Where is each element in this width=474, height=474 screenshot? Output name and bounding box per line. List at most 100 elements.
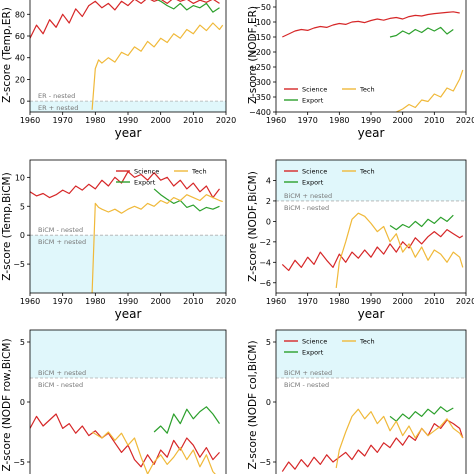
x-axis-label: year: [115, 126, 142, 140]
series-line-science: [30, 413, 220, 468]
x-tick-label: 1960: [20, 297, 40, 306]
y-tick-label: 40: [15, 54, 25, 63]
y-tick-label: 80: [15, 10, 25, 19]
nested-annotation: BiCM + nested: [38, 238, 86, 246]
legend: Science Tech Export: [284, 86, 375, 105]
y-tick-label: 5: [20, 202, 25, 211]
series-line-export: [153, 188, 220, 212]
x-tick-label: 1990: [118, 116, 138, 125]
x-tick-label: 1990: [361, 297, 381, 306]
x-tick-label: 1980: [329, 116, 349, 125]
series-line-tech: [91, 22, 224, 110]
plot-area: [282, 11, 464, 112]
x-tick-label: 1970: [52, 116, 72, 125]
panel-p4: BiCM + nested BiCM - nested −5 0 5 Z-score (N…: [1, 329, 227, 474]
legend: Science Tech Export: [284, 338, 375, 357]
y-axis-label: Z-score (Temp,ER): [1, 7, 13, 103]
x-tick-label: 1990: [118, 297, 138, 306]
series-line-science: [281, 419, 464, 472]
legend: Science Tech Export: [116, 168, 207, 187]
y-tick-label: −300: [249, 78, 271, 87]
nested-region: [276, 330, 466, 378]
panel-p0: ER - nested ER + nested 0 20 40 60 80 1960 1970 1…: [1, 0, 236, 140]
y-tick-label: −150: [249, 33, 271, 42]
y-tick-label: 5: [266, 338, 271, 347]
legend-label-export: Export: [302, 97, 324, 105]
series-line-export: [389, 214, 454, 231]
nested-annotation: BiCM - nested: [38, 381, 83, 389]
y-tick-label: −200: [249, 48, 271, 57]
axes-frame: [275, 329, 467, 474]
nested-region: [276, 160, 466, 201]
legend-label-tech: Tech: [359, 86, 375, 94]
y-axis-label: Z-score (NODF,ER): [247, 6, 259, 104]
y-tick-label: 0: [20, 231, 25, 240]
nested-annotation: ER - nested: [38, 92, 75, 100]
plot-area: [276, 330, 466, 472]
y-tick-label: −5: [13, 458, 25, 467]
series-line-science: [282, 11, 460, 38]
x-tick-label: 1980: [329, 297, 349, 306]
plot-area: [30, 330, 226, 474]
series-line-tech: [335, 212, 464, 288]
y-tick-label: −50: [254, 3, 271, 12]
y-tick-label: 2: [266, 197, 271, 206]
series-line-export: [156, 0, 220, 13]
x-tick-label: 2000: [150, 297, 170, 306]
panel-p3: BiCM + nested BiCM - nested −6 −4 −2 0 2 4 1960 1…: [247, 159, 474, 321]
series-line-science: [30, 171, 220, 199]
nested-annotation: BiCM + nested: [38, 369, 86, 377]
y-tick-label: −6: [259, 279, 271, 288]
nested-annotation: ER + nested: [38, 104, 78, 112]
y-tick-label: −400: [249, 108, 271, 117]
y-tick-label: −4: [259, 258, 271, 267]
y-tick-label: 10: [15, 173, 25, 182]
x-tick-label: 2010: [424, 297, 444, 306]
y-tick-label: −5: [13, 260, 25, 269]
y-tick-label: 0: [20, 398, 25, 407]
y-axis-label: Z-score (NODF row,BiCM): [1, 338, 13, 471]
x-tick-label: 2000: [392, 297, 412, 306]
legend-label-tech: Tech: [191, 168, 207, 176]
x-tick-label: 1960: [266, 116, 286, 125]
y-tick-label: 0: [266, 398, 271, 407]
legend-label-tech: Tech: [359, 168, 375, 176]
plot-area: [30, 0, 226, 112]
panel-p2: BiCM - nested BiCM + nested −5 0 5 10 1960 1970…: [1, 159, 236, 321]
series-line-export: [153, 406, 220, 434]
y-tick-label: 20: [15, 75, 25, 84]
nested-annotation: BiCM - nested: [284, 381, 329, 389]
y-tick-label: −250: [249, 63, 271, 72]
series-line-tech: [91, 194, 223, 293]
y-tick-label: −2: [259, 238, 271, 247]
x-tick-label: 2020: [216, 297, 236, 306]
x-tick-label: 1990: [361, 116, 381, 125]
panel-p5: BiCM + nested BiCM - nested −5 0 5 Z-score (N…: [247, 329, 467, 474]
x-tick-label: 1970: [52, 297, 72, 306]
y-tick-label: −350: [249, 93, 271, 102]
legend-label-science: Science: [302, 86, 327, 94]
legend-label-export: Export: [302, 349, 324, 357]
legend-label-tech: Tech: [359, 338, 375, 346]
y-axis-label: Z-score (NODF,BiCM): [247, 171, 259, 282]
y-tick-label: −100: [249, 18, 271, 27]
y-axis-label: Z-score (Temp,BiCM): [1, 172, 13, 280]
x-tick-label: 2000: [150, 116, 170, 125]
nested-region: [30, 235, 226, 293]
series-line-export: [389, 26, 454, 38]
series-line-science: [281, 229, 464, 272]
plot-area: [30, 171, 226, 293]
y-tick-label: 4: [266, 176, 271, 185]
x-tick-label: 2010: [183, 297, 203, 306]
x-tick-label: 1980: [85, 116, 105, 125]
x-tick-label: 1970: [297, 297, 317, 306]
y-axis-label: Z-score (NODF col,BiCM): [247, 340, 259, 469]
x-tick-label: 2020: [216, 116, 236, 125]
nested-annotation: BiCM - nested: [38, 226, 83, 234]
x-axis-label: year: [115, 307, 142, 321]
x-tick-label: 2010: [183, 116, 203, 125]
series-line-export: [389, 406, 454, 422]
nested-annotation: BiCM - nested: [284, 204, 329, 212]
